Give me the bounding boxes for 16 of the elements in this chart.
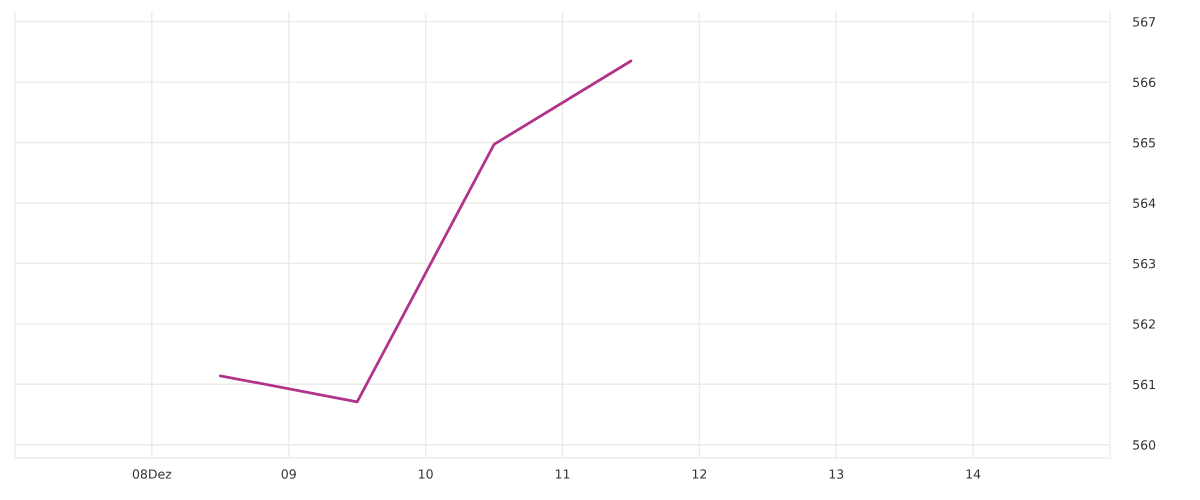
x-tick-label: 13 bbox=[829, 469, 844, 479]
y-tick-label: 560 bbox=[1133, 440, 1156, 450]
y-tick-label: 564 bbox=[1133, 198, 1156, 208]
x-tick-label: 09 bbox=[281, 469, 296, 479]
y-tick-label: 562 bbox=[1133, 319, 1155, 329]
y-tick-label: 563 bbox=[1133, 258, 1156, 269]
x-tick-label: 12 bbox=[692, 469, 707, 479]
x-tick-label: 10 bbox=[419, 469, 433, 479]
x-tick-label: 11 bbox=[555, 469, 570, 479]
line-series bbox=[218, 59, 633, 404]
x-tick-label: 08Dez bbox=[132, 469, 172, 479]
y-tick-label: 566 bbox=[1133, 77, 1156, 88]
y-tick-label: 561 bbox=[1133, 379, 1155, 390]
x-tick-label: 14 bbox=[966, 469, 981, 479]
y-tick-label: 567 bbox=[1133, 17, 1156, 27]
y-tick-label: 565 bbox=[1133, 138, 1155, 148]
